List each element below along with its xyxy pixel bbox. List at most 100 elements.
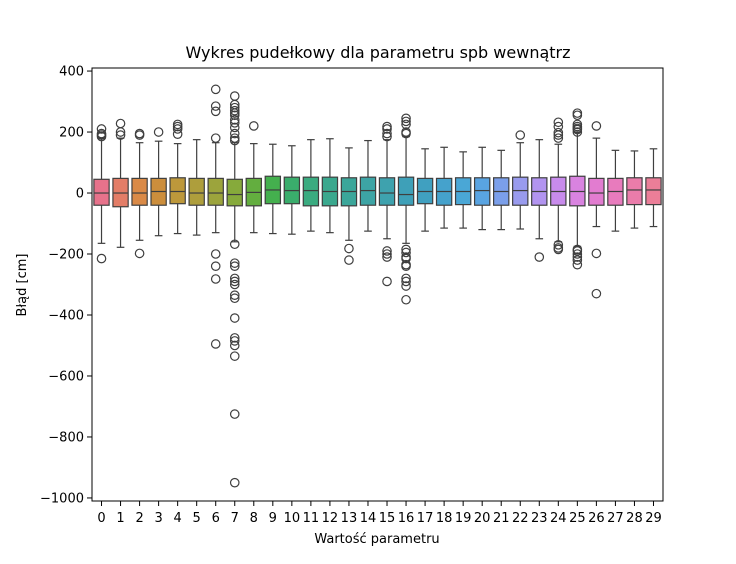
outlier-point [572, 246, 583, 256]
y-tick-label: −1000 [40, 491, 84, 506]
outlier-point [134, 130, 145, 140]
outlier-point [248, 121, 259, 131]
outlier-point [172, 124, 183, 134]
box-iqr [93, 178, 110, 206]
x-tick-label: 17 [417, 511, 434, 526]
outlier-point [382, 131, 392, 142]
x-tick-label: 23 [531, 511, 548, 526]
outlier-point [229, 279, 240, 290]
outlier-point [401, 276, 411, 287]
x-tick-label: 19 [455, 511, 472, 526]
x-tick-label: 11 [303, 511, 320, 526]
y-tick-label: 0 [76, 187, 84, 202]
x-tick-label: 27 [607, 511, 624, 526]
outlier-point [515, 130, 526, 140]
box-category-27 [607, 149, 624, 232]
x-tick-label: 21 [493, 511, 510, 526]
outlier-point [210, 133, 221, 143]
box-category-5 [188, 139, 205, 236]
x-tick-label: 7 [231, 511, 239, 526]
outlier-point [229, 258, 240, 268]
outlier-point [229, 91, 240, 101]
box-category-3 [150, 127, 167, 237]
box-category-1 [112, 118, 129, 248]
box-category-17 [416, 148, 434, 232]
box-iqr [169, 177, 186, 205]
y-tick-label: −600 [48, 369, 84, 384]
box-category-15 [378, 121, 396, 287]
x-tick-label: 0 [97, 511, 105, 526]
outlier-point [534, 252, 545, 262]
x-tick-label: 26 [588, 511, 605, 526]
box-category-7 [226, 91, 243, 488]
outlier-point [572, 259, 583, 270]
box-category-13 [340, 147, 358, 265]
box-iqr [512, 176, 529, 206]
outlier-point [553, 133, 564, 143]
outlier-point [229, 313, 240, 323]
outlier-point [229, 351, 240, 361]
outlier-point [96, 131, 107, 142]
box-category-8 [245, 121, 262, 234]
chart-title: Wykres pudełkowy dla parametru spb wewną… [185, 43, 570, 62]
outlier-point [229, 118, 240, 128]
box-iqr [473, 177, 491, 206]
x-tick-label: 13 [341, 511, 358, 526]
box-category-26 [588, 121, 605, 299]
outlier-point [229, 133, 240, 143]
box-category-11 [302, 139, 320, 232]
x-tick-label: 4 [174, 511, 182, 526]
x-tick-label: 24 [550, 511, 567, 526]
box-iqr [378, 177, 396, 206]
box-iqr [188, 177, 205, 206]
outlier-point [115, 130, 126, 140]
x-tick-label: 9 [269, 511, 277, 526]
box-category-4 [169, 119, 186, 235]
box-iqr [588, 177, 605, 206]
outlier-point [382, 252, 392, 262]
outlier-point [229, 336, 240, 346]
box-category-10 [283, 145, 301, 235]
box-category-12 [321, 138, 339, 234]
outlier-point [382, 249, 392, 259]
x-tick-label: 12 [322, 511, 339, 526]
outlier-point [229, 135, 240, 146]
outlier-point [229, 261, 240, 272]
x-tick-label: 18 [436, 511, 453, 526]
outlier-point [401, 273, 411, 284]
y-tick-label: 200 [59, 126, 84, 141]
box-category-21 [493, 149, 510, 231]
outlier-point [172, 121, 183, 132]
x-tick-label: 25 [569, 511, 586, 526]
outlier-point [401, 116, 411, 127]
x-tick-label: 1 [116, 511, 124, 526]
outlier-point [344, 255, 354, 265]
box-category-6 [207, 84, 224, 349]
outlier-point [401, 281, 411, 291]
plot-frame [91, 67, 664, 502]
outlier-point [172, 129, 183, 139]
y-tick-label: 400 [59, 65, 84, 80]
outlier-point [382, 121, 392, 132]
box-category-16 [397, 113, 415, 305]
outlier-point [591, 248, 602, 259]
outlier-point [401, 119, 411, 130]
outlier-point [210, 106, 221, 117]
outlier-point [401, 244, 411, 255]
x-axis: 0 1 2 3 4 5 6 7 8 9 10 11 12 13 14 15 16 17 18 19 20 21 22 23 24… [97, 501, 662, 526]
box-category-14 [359, 139, 377, 232]
outlier-point [210, 261, 221, 272]
x-tick-label: 16 [398, 511, 415, 526]
outlier-point [553, 130, 564, 140]
box-category-9 [264, 143, 282, 235]
outlier-point [382, 124, 392, 134]
outlier-point [229, 276, 240, 287]
box-iqr [397, 176, 415, 206]
outlier-point [229, 115, 240, 125]
x-tick-label: 6 [212, 511, 220, 526]
x-tick-label: 28 [626, 511, 643, 526]
x-axis-title: Wartość parametru [314, 532, 439, 547]
y-axis: 400 200 0 −200 −400 −600 −800 −1000 [40, 65, 92, 506]
box-iqr [207, 177, 224, 206]
x-tick-label: 2 [135, 511, 143, 526]
